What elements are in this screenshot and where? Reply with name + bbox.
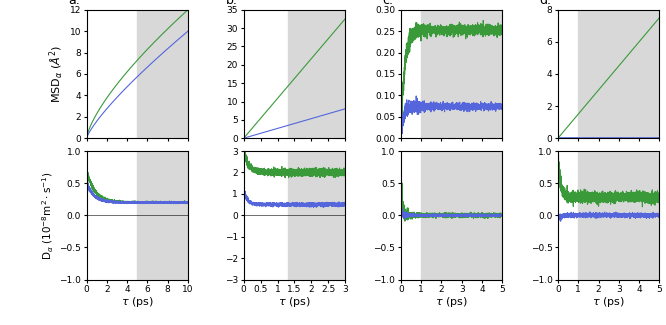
Bar: [578, 10, 659, 138]
Y-axis label: D$_{\alpha}$ (10$^{-8}$m$^2\cdot$s$^{-1}$): D$_{\alpha}$ (10$^{-8}$m$^2\cdot$s$^{-1}…: [41, 171, 57, 260]
Bar: [578, 151, 659, 280]
X-axis label: $\tau$ (ps): $\tau$ (ps): [435, 295, 468, 309]
X-axis label: $\tau$ (ps): $\tau$ (ps): [121, 295, 154, 309]
Bar: [421, 151, 502, 280]
Text: c.: c.: [382, 0, 394, 7]
Text: a.: a.: [69, 0, 80, 7]
Y-axis label: MSD$_{\alpha}$ ($\AA^2$): MSD$_{\alpha}$ ($\AA^2$): [47, 45, 65, 103]
Bar: [288, 151, 345, 280]
X-axis label: $\tau$ (ps): $\tau$ (ps): [278, 295, 311, 309]
Text: b.: b.: [226, 0, 237, 7]
Bar: [137, 151, 188, 280]
Text: d.: d.: [539, 0, 551, 7]
X-axis label: $\tau$ (ps): $\tau$ (ps): [592, 295, 625, 309]
Bar: [288, 10, 345, 138]
Bar: [137, 10, 188, 138]
Bar: [421, 10, 502, 138]
